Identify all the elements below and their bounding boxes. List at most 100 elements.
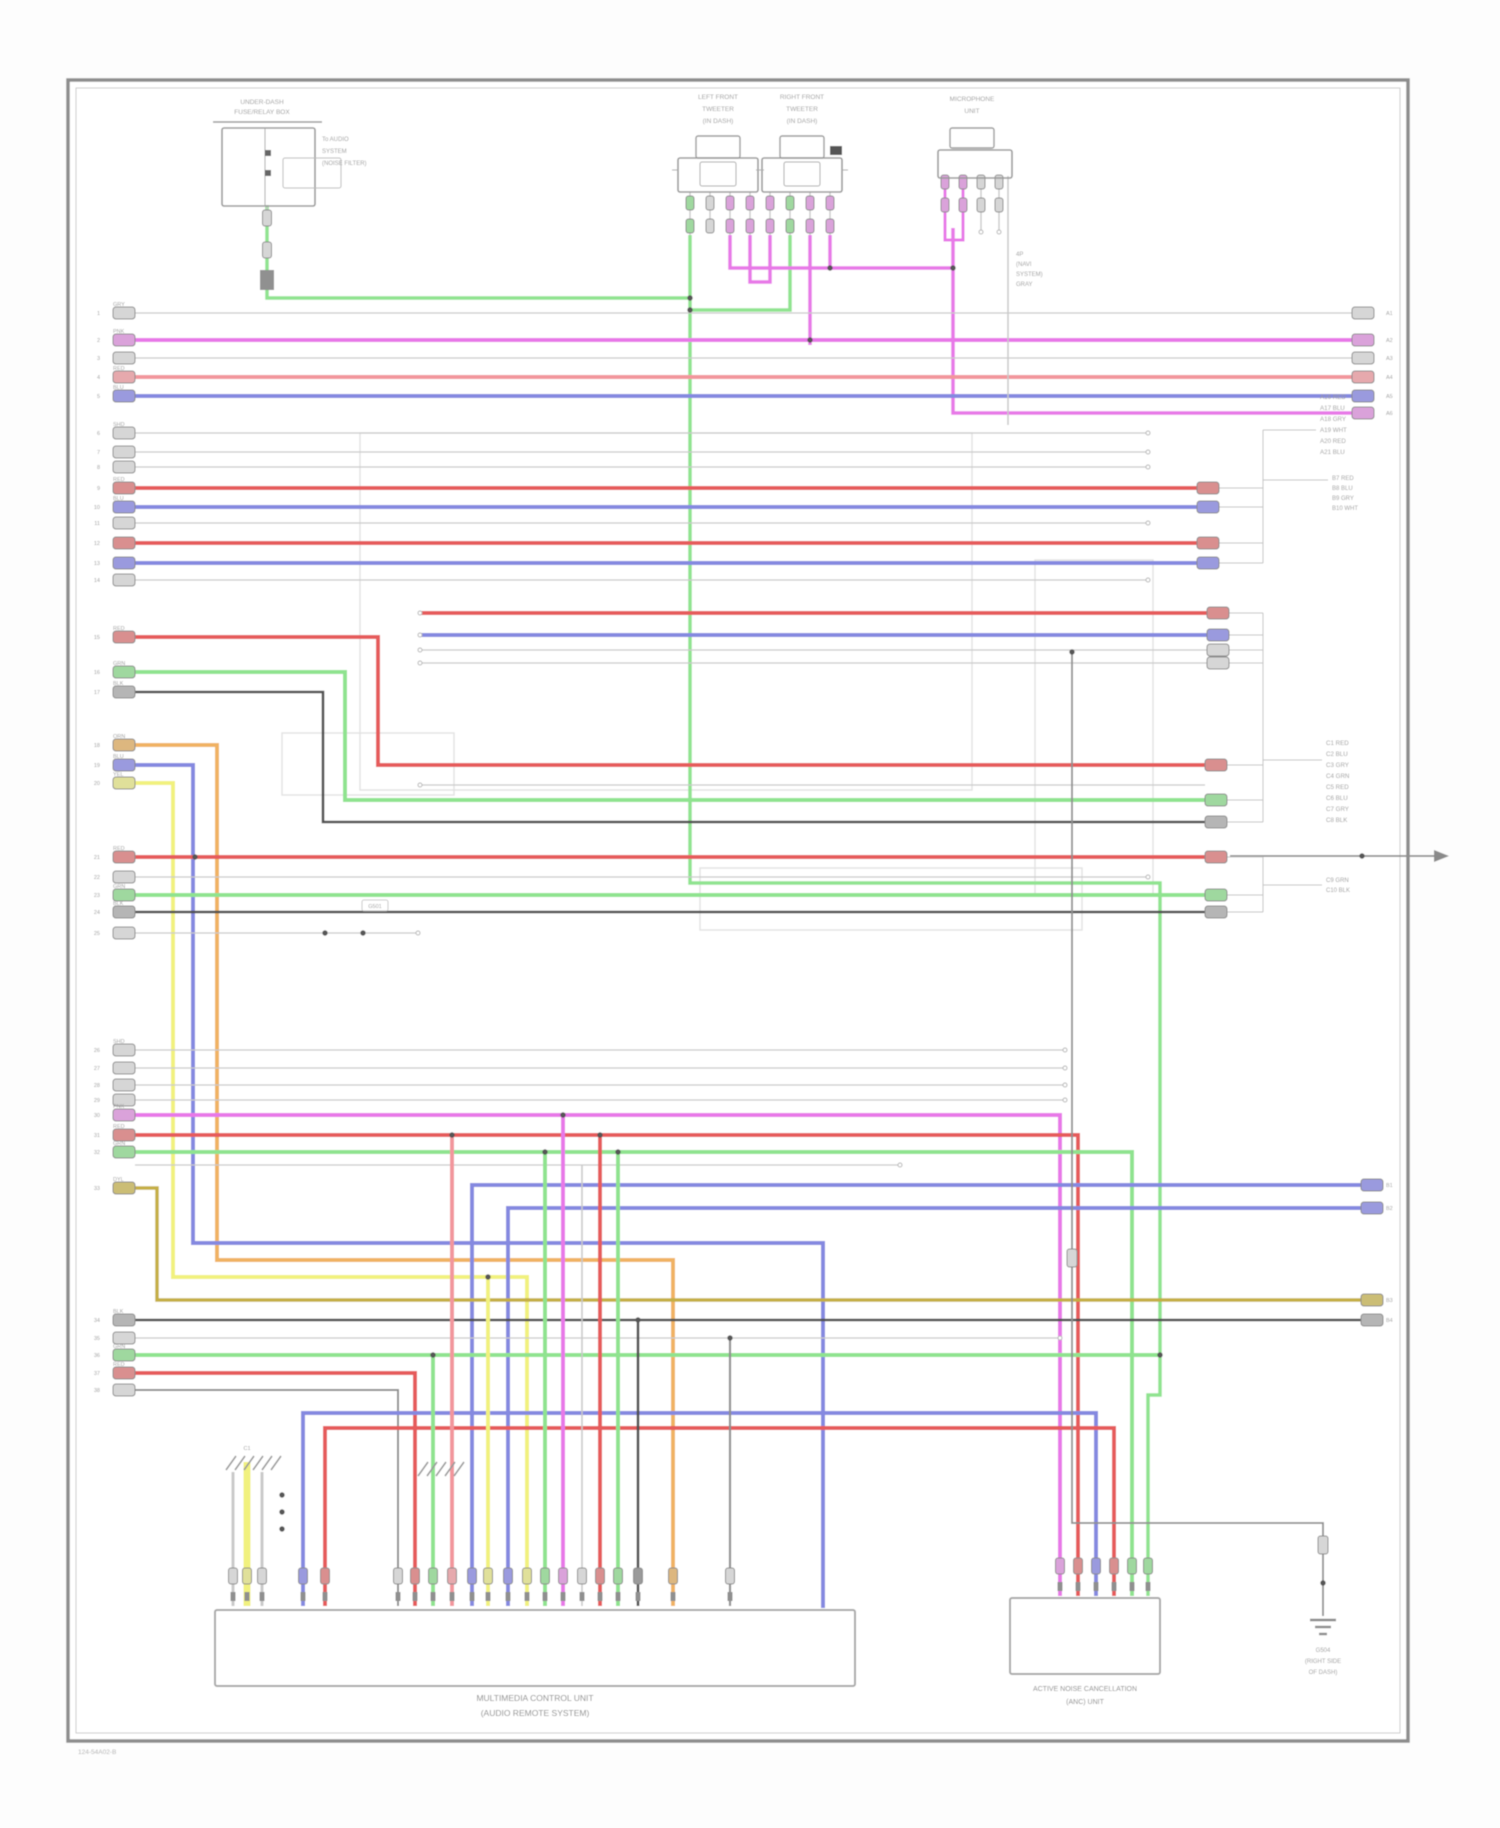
- stack2-label: C5 RED: [1326, 784, 1349, 791]
- open-wire-end: [1062, 1047, 1068, 1053]
- connector-stub: [1206, 628, 1230, 642]
- anc_caption-label: (ANC) UNIT: [1066, 1699, 1104, 1706]
- connector-stub: [1073, 1557, 1083, 1575]
- pin-number-label: A1: [1386, 311, 1393, 317]
- wire-color-label: GRN: [113, 661, 125, 667]
- diagram-frame-outer: [66, 78, 1410, 1743]
- inline-connector-hatch: [417, 1461, 465, 1477]
- wire: [470, 1183, 1370, 1606]
- connector-stub: [112, 500, 136, 514]
- pin-number-label: 31: [94, 1133, 100, 1139]
- wire: [135, 781, 529, 1606]
- stack1_mini-label: B9 GRY: [1332, 496, 1354, 502]
- wire: [1071, 652, 1324, 1616]
- pin-tick: [412, 1592, 418, 1601]
- microphone-top: [949, 127, 995, 149]
- hatch-stroke: [261, 1455, 273, 1471]
- pin-tick: [230, 1592, 236, 1601]
- connector-stub: [112, 1313, 136, 1327]
- wire-color-label: BLK: [113, 1309, 124, 1315]
- junction-dot: [727, 1335, 733, 1341]
- junction-dot: [807, 337, 813, 343]
- tweeter-right-inner: [783, 161, 821, 187]
- open-wire-end: [1062, 1065, 1068, 1071]
- pin-number-label: 22: [94, 875, 100, 881]
- connector-stub: [805, 218, 815, 234]
- wire-color-label: RED: [113, 1124, 125, 1130]
- hatch-stroke: [270, 1455, 282, 1471]
- connector-stub: [112, 905, 136, 919]
- relay_side-label: SYSTEM: [322, 149, 347, 155]
- wire: [748, 235, 772, 284]
- connector-stub: [1143, 1557, 1153, 1575]
- connector-stub: [1204, 888, 1228, 902]
- open-wire-end: [417, 660, 423, 666]
- wire: [135, 1150, 1134, 1596]
- connector-stub: [112, 888, 136, 902]
- wire: [135, 670, 1205, 802]
- stack1-label: A19 WHT: [1320, 427, 1347, 434]
- connector-stub: [1109, 1557, 1119, 1575]
- junction-dot: [542, 1149, 548, 1155]
- junction-dot: [687, 307, 693, 313]
- connector-stub: [1351, 351, 1375, 365]
- open-wire-end: [1057, 1335, 1063, 1341]
- anc_caption-label: ACTIVE NOISE CANCELLATION: [1033, 1686, 1137, 1693]
- microphone-label: MICROPHONE: [950, 96, 995, 103]
- connector-stub: [1055, 1557, 1065, 1575]
- connector-stub: [393, 1567, 403, 1585]
- connector-stub: [1317, 1535, 1329, 1555]
- junction-dot: [950, 265, 956, 271]
- pin-number-label: 3: [97, 356, 100, 362]
- stack1-label: A17 BLU: [1320, 405, 1345, 412]
- junction-dot: [597, 1132, 603, 1138]
- connector-stub: [428, 1567, 438, 1585]
- pin-tick: [1145, 1582, 1151, 1591]
- stack2-label: C2 BLU: [1326, 751, 1348, 758]
- connector-stub: [825, 195, 835, 211]
- hatch-stroke: [426, 1461, 438, 1477]
- pin-number-label: 21: [94, 855, 100, 861]
- junction-dot: [635, 1317, 641, 1323]
- pin-number-label: B4: [1386, 1318, 1393, 1324]
- connector-stub: [994, 197, 1004, 213]
- pin-number-label: 37: [94, 1371, 100, 1377]
- open-wire-end: [415, 930, 421, 936]
- open-wire-end: [417, 610, 423, 616]
- relay_top-label: UNDER-DASH: [240, 99, 284, 106]
- hatch-stroke: [444, 1461, 456, 1477]
- hatch-stroke: [225, 1455, 237, 1471]
- connector-stub: [745, 218, 755, 234]
- microphone-label: UNIT: [964, 108, 979, 115]
- pin-tick: [1075, 1582, 1081, 1591]
- pin-number-label: 6: [97, 431, 100, 437]
- connector-stub: [112, 630, 136, 644]
- pin-number-label: 12: [94, 541, 100, 547]
- connector-stub: [112, 573, 136, 587]
- pin-number-label: 9: [97, 486, 100, 492]
- relay_side-label: (NOISE FILTER): [322, 161, 367, 167]
- mic_note-label: SYSTEM): [1016, 272, 1043, 278]
- wire-color-label: GRN: [113, 884, 125, 890]
- connector-stub: [705, 195, 715, 211]
- connector-stub: [745, 195, 755, 211]
- stack1-label: A20 RED: [1320, 438, 1346, 445]
- connector-stub: [1351, 389, 1375, 403]
- connector-stub: [112, 685, 136, 699]
- connector-stub: [1351, 406, 1375, 420]
- wire: [135, 635, 1205, 767]
- open-wire-end: [1145, 449, 1151, 455]
- connector-stub: [257, 1567, 267, 1585]
- connector-stub: [298, 1567, 308, 1585]
- open-wire-end: [1145, 874, 1151, 880]
- audio-unit-box: [214, 1609, 856, 1687]
- connector-stub: [595, 1567, 605, 1585]
- connector-stub: [112, 776, 136, 790]
- pin-number-label: 13: [94, 561, 100, 567]
- pin-number-label: A6: [1386, 411, 1393, 417]
- junction-dot: [1069, 649, 1075, 655]
- pin-tick: [1093, 1582, 1099, 1591]
- pin-tick: [430, 1592, 436, 1601]
- pin-number-label: 25: [94, 931, 100, 937]
- ground_caption-label: G504: [1316, 1648, 1331, 1654]
